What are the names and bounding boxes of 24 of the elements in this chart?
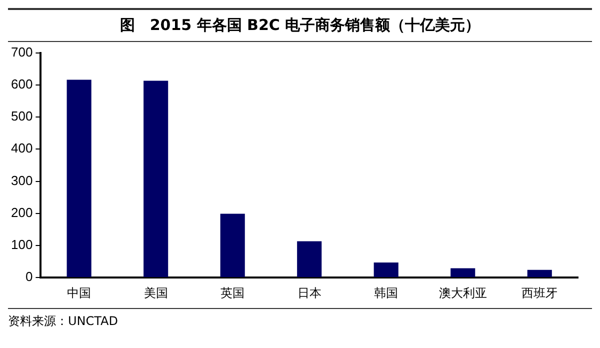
x-tick-label: 西班牙 <box>522 286 558 300</box>
chart-title: 图 2015 年各国 B2C 电子商务销售额（十亿美元） <box>8 8 592 42</box>
bar <box>66 80 92 278</box>
bar <box>220 214 245 278</box>
x-tick-label: 中国 <box>67 286 92 300</box>
bar <box>527 270 552 278</box>
x-tick-label: 英国 <box>220 286 245 300</box>
y-tick-label: 600 <box>10 76 33 92</box>
y-tick-label: 200 <box>10 204 33 220</box>
y-tick-label: 300 <box>10 172 33 188</box>
y-tick-label: 500 <box>10 108 33 124</box>
bar <box>450 268 476 278</box>
x-tick-label: 韩国 <box>374 286 398 300</box>
x-tick-label: 美国 <box>144 286 168 300</box>
bar <box>144 80 168 278</box>
x-tick-label: 澳大利亚 <box>438 286 487 300</box>
y-tick-label: 0 <box>25 269 33 284</box>
bar <box>374 262 398 278</box>
text: 资料来源：UNCTAD <box>8 308 592 330</box>
x-tick-label: 日本 <box>297 286 322 300</box>
y-tick-label: 100 <box>10 237 33 252</box>
y-tick-label: 700 <box>10 44 33 60</box>
y-tick-label: 400 <box>10 140 33 156</box>
bar <box>297 241 322 278</box>
